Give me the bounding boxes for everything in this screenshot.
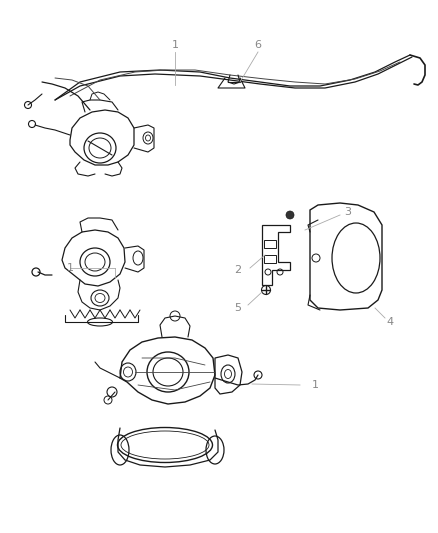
- Text: 1: 1: [66, 263, 73, 273]
- Text: 1: 1: [171, 40, 178, 50]
- Text: 2: 2: [234, 265, 241, 275]
- Circle shape: [285, 211, 293, 219]
- Bar: [263, 240, 276, 248]
- Text: 5: 5: [234, 303, 241, 313]
- Text: 1: 1: [311, 380, 318, 390]
- Text: 4: 4: [385, 317, 392, 327]
- Bar: [263, 255, 276, 263]
- Text: 6: 6: [254, 40, 261, 50]
- Text: 3: 3: [344, 207, 351, 217]
